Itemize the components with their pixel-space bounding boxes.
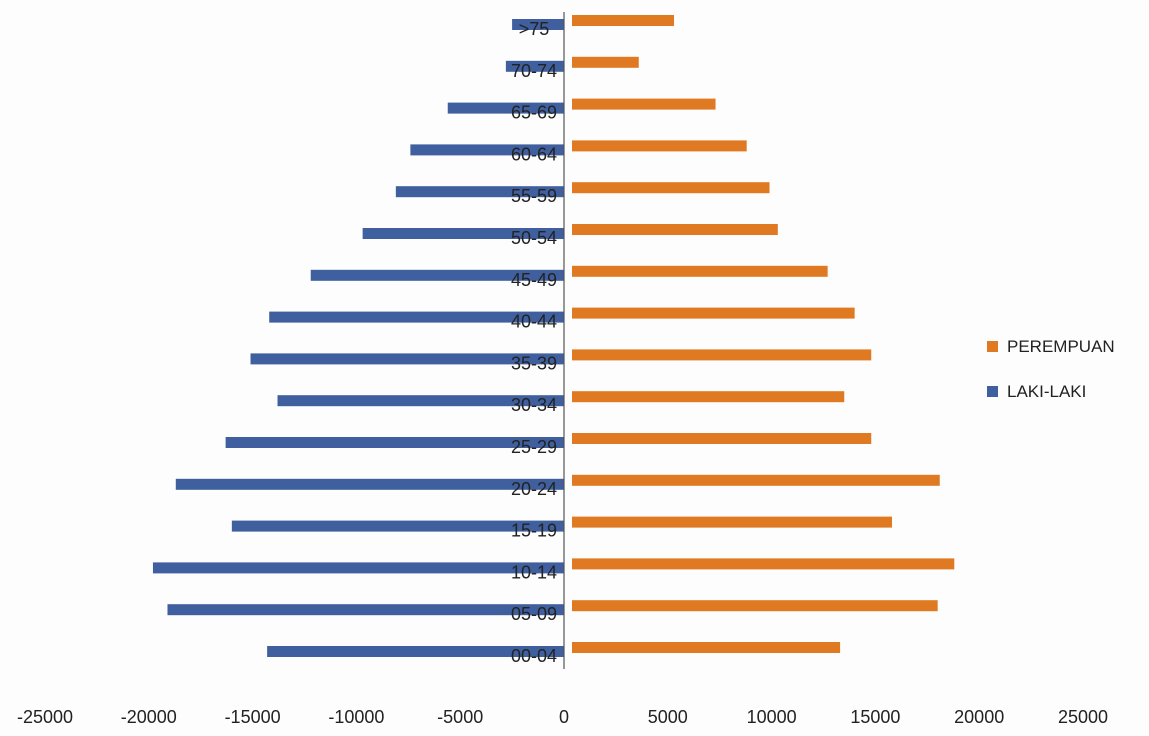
category-label: 30-34: [511, 395, 557, 415]
category-label: 00-04: [511, 646, 557, 666]
x-tick-label: 0: [559, 707, 569, 727]
bar-perempuan: [572, 307, 855, 319]
category-label: 55-59: [511, 186, 557, 206]
category-label: 45-49: [511, 270, 557, 290]
category-label: 20-24: [511, 479, 557, 499]
bar-perempuan: [572, 558, 955, 570]
bar-laki-laki: [277, 395, 564, 407]
bar-perempuan: [572, 56, 639, 68]
bar-laki-laki: [267, 646, 564, 657]
bar-perempuan: [572, 265, 828, 277]
bar-perempuan: [572, 98, 716, 110]
bar-perempuan: [572, 391, 845, 403]
x-tick-label: -25000: [17, 707, 73, 727]
legend-swatch-perempuan: [987, 341, 998, 352]
bar-laki-laki: [175, 478, 564, 490]
bar-perempuan: [572, 182, 770, 194]
category-label: 10-14: [511, 562, 557, 582]
bar-laki-laki: [167, 604, 564, 616]
bar-perempuan: [572, 224, 778, 235]
x-tick-label: -15000: [225, 707, 281, 727]
x-tick-label: -20000: [121, 707, 177, 727]
bar-laki-laki: [250, 353, 565, 365]
category-label: 50-54: [511, 228, 557, 248]
bar-perempuan: [572, 140, 747, 152]
bar-perempuan: [572, 349, 872, 361]
bar-perempuan: [572, 600, 938, 612]
bar-perempuan: [572, 642, 841, 653]
category-label: 65-69: [511, 103, 557, 123]
bar-laki-laki: [410, 144, 564, 156]
bar-perempuan: [572, 516, 893, 528]
x-tick-label: -5000: [437, 707, 483, 727]
bar-laki-laki: [447, 102, 564, 114]
category-label: 35-39: [511, 353, 557, 373]
legend-label-perempuan: PEREMPUAN: [1007, 337, 1115, 356]
legend-swatch-laki-laki: [987, 386, 998, 397]
x-tick-label: -10000: [328, 707, 384, 727]
category-label: 70-74: [511, 61, 557, 81]
x-tick-label: 25000: [1058, 707, 1108, 727]
category-label: 05-09: [511, 604, 557, 624]
bar-laki-laki: [225, 437, 564, 448]
x-tick-label: 10000: [747, 707, 797, 727]
bar-laki-laki: [362, 228, 564, 239]
category-label: 60-64: [511, 144, 557, 164]
bar-perempuan: [572, 15, 675, 26]
bar-laki-laki: [231, 520, 564, 532]
x-tick-label: 5000: [648, 707, 688, 727]
legend-label-laki-laki: LAKI-LAKI: [1007, 382, 1086, 401]
x-tick-label: 20000: [954, 707, 1004, 727]
category-label: 40-44: [511, 312, 557, 332]
x-tick-label: 15000: [850, 707, 900, 727]
bar-perempuan: [572, 474, 940, 486]
category-label: 15-19: [511, 521, 557, 541]
bar-laki-laki: [505, 60, 564, 72]
bar-laki-laki: [269, 311, 564, 323]
bar-laki-laki: [152, 562, 564, 574]
category-label: >75: [519, 19, 550, 39]
category-label: 25-29: [511, 437, 557, 457]
bar-laki-laki: [512, 19, 564, 30]
bar-laki-laki: [310, 269, 564, 281]
bar-laki-laki: [395, 186, 564, 198]
bar-perempuan: [572, 433, 872, 444]
